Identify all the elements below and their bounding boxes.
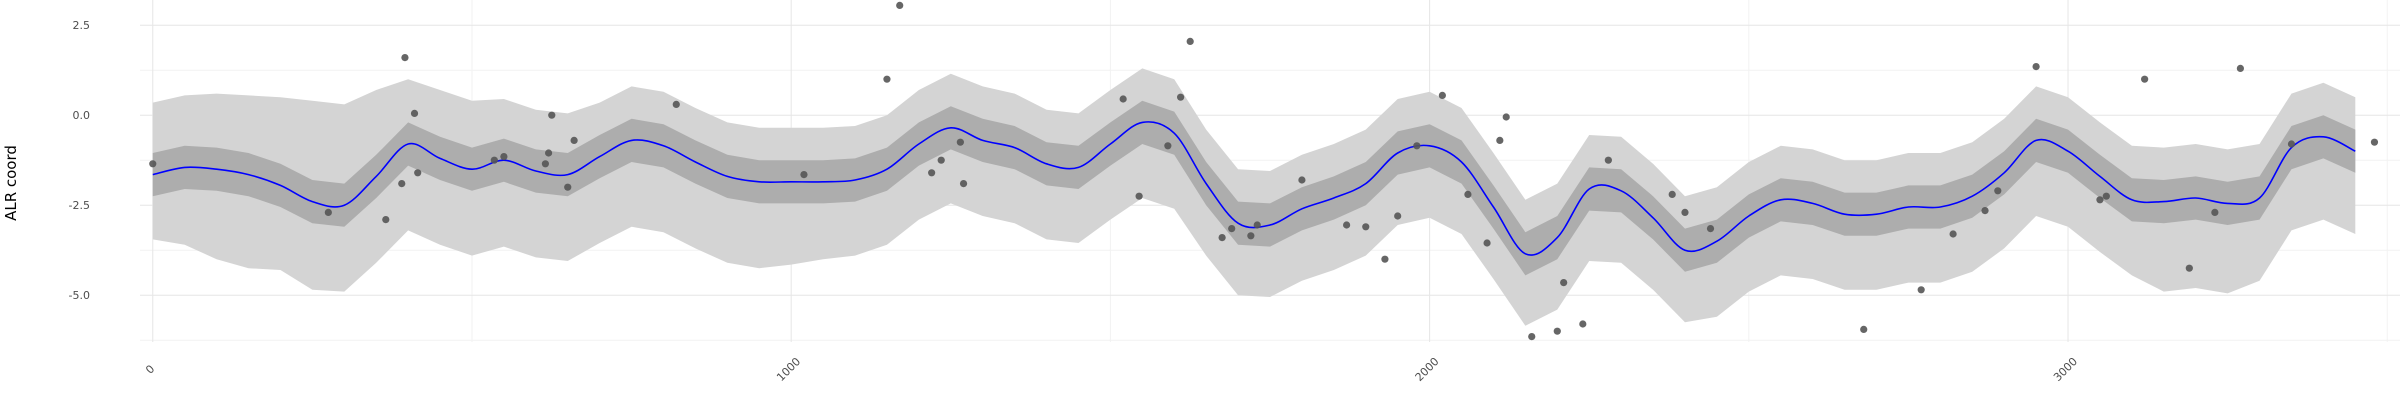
observation-point — [2032, 63, 2040, 71]
observation-point — [548, 111, 556, 119]
observation-point — [1496, 136, 1504, 144]
observation-point — [1218, 234, 1226, 242]
observation-point — [410, 109, 419, 117]
observation-point — [1362, 223, 1370, 231]
confidence-band-inner — [152, 100, 2356, 276]
observation-point — [2236, 64, 2244, 72]
observation-point — [1381, 255, 1389, 263]
observation-point — [1253, 221, 1261, 229]
observation-point — [1981, 207, 1989, 215]
fitted-line-layer — [152, 121, 2356, 256]
observation-point — [937, 156, 945, 164]
observation-point — [956, 138, 964, 146]
observation-point — [1413, 142, 1421, 150]
observation-point — [1438, 91, 1446, 99]
y-axis-title: ALR coord — [2, 145, 20, 221]
observation-point — [1553, 327, 1561, 335]
observation-point — [1560, 279, 1568, 287]
observation-point — [2096, 196, 2104, 204]
observation-point — [1177, 93, 1185, 101]
observation-point — [1579, 320, 1587, 328]
fitted-line — [152, 121, 2356, 256]
observation-point — [382, 216, 390, 224]
x-tick-label: 1000 — [774, 355, 803, 384]
observation-point — [1483, 239, 1491, 247]
observation-point — [1528, 333, 1536, 341]
observation-point — [1247, 232, 1255, 240]
observation-point — [2185, 264, 2193, 272]
observation-point — [959, 180, 968, 188]
observation-point — [1949, 230, 1957, 238]
confidence-band-inner-layer — [152, 100, 2356, 276]
observation-point — [672, 100, 680, 108]
observation-point — [1994, 187, 2002, 195]
y-tick-label: -5.0 — [69, 289, 90, 302]
observation-point — [544, 149, 553, 157]
observation-point — [800, 171, 808, 179]
y-tick-label: 2.5 — [73, 19, 91, 32]
observation-point — [570, 136, 578, 144]
x-tick-label: 2000 — [1413, 355, 1442, 384]
observation-point — [1135, 192, 1143, 200]
observation-point — [2141, 75, 2149, 83]
observation-point — [2287, 140, 2296, 148]
confidence-band-outer-layer — [152, 68, 2356, 326]
observation-point — [928, 169, 936, 177]
observation-point — [1502, 113, 1510, 121]
observation-point — [1464, 190, 1472, 198]
observation-point — [2102, 192, 2110, 200]
observation-point — [883, 75, 891, 83]
observation-point — [401, 54, 409, 62]
observation-point — [1917, 286, 1925, 294]
observation-point — [1186, 37, 1194, 46]
y-tick-label: -2.5 — [69, 199, 90, 212]
observation-point — [1228, 225, 1236, 233]
x-tick-label: 3000 — [2051, 355, 2080, 384]
observation-point — [564, 183, 572, 191]
observation-point — [1119, 95, 1127, 103]
observation-point — [324, 208, 332, 216]
observation-point — [2211, 208, 2219, 216]
x-tick-label: 0 — [143, 362, 157, 376]
observation-point — [1164, 142, 1172, 150]
observation-point — [1668, 190, 1676, 198]
observation-point — [541, 160, 549, 168]
observation-point — [149, 160, 157, 168]
observation-point — [1394, 212, 1402, 220]
observation-point — [500, 153, 508, 161]
confidence-band-outer — [152, 68, 2356, 326]
observation-point — [1343, 221, 1351, 229]
observation-point — [1604, 156, 1612, 164]
observation-point — [414, 169, 422, 177]
observation-point — [896, 1, 904, 9]
observation-point — [1860, 325, 1868, 333]
observation-point — [1681, 208, 1689, 216]
observation-point — [1706, 225, 1715, 233]
observation-point — [398, 180, 406, 188]
observation-point — [2370, 138, 2379, 146]
y-tick-label: 0.0 — [73, 109, 91, 122]
observation-points-layer — [149, 1, 2379, 341]
observation-point — [1298, 176, 1306, 184]
observation-point — [490, 156, 498, 164]
